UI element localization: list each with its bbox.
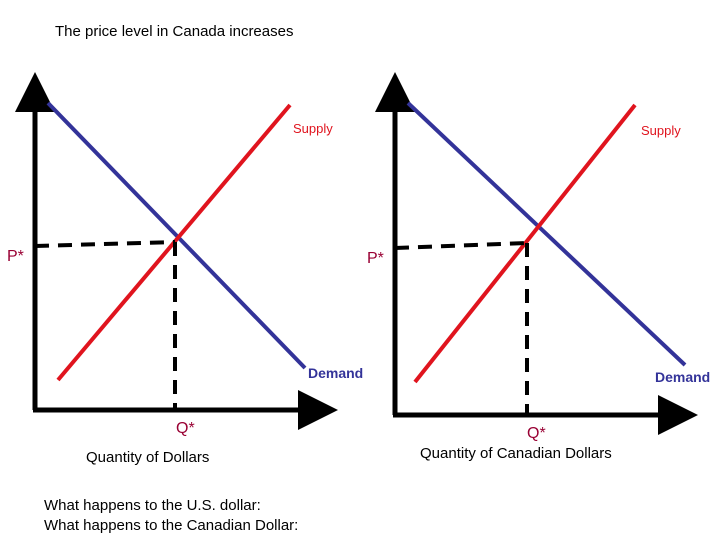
demand-label: Demand bbox=[308, 365, 363, 381]
quantity-label: Q* bbox=[176, 420, 195, 437]
left-panel: Supply Demand P* Q* Quantity of Dollars bbox=[7, 72, 363, 466]
x-axis-label: Quantity of Dollars bbox=[86, 449, 209, 466]
question: What happens to the Canadian Dollar: bbox=[44, 517, 298, 534]
price-label: P* bbox=[7, 248, 24, 265]
demand-line bbox=[406, 101, 687, 367]
title: The price level in Canada increases bbox=[55, 23, 293, 40]
demand-line bbox=[46, 101, 307, 370]
question: What happens to the U.S. dollar: bbox=[44, 497, 261, 514]
quantity-label: Q* bbox=[527, 425, 546, 442]
demand-label: Demand bbox=[655, 369, 710, 385]
x-axis-label: Quantity of Canadian Dollars bbox=[420, 445, 612, 462]
price-dash bbox=[394, 241, 528, 250]
price-label: P* bbox=[367, 250, 384, 267]
supply-label: Supply bbox=[641, 123, 681, 138]
price-dash bbox=[34, 240, 176, 248]
supply-label: Supply bbox=[293, 121, 333, 136]
right-panel: Supply Demand P* Q* Quantity of Canadian… bbox=[367, 72, 710, 462]
